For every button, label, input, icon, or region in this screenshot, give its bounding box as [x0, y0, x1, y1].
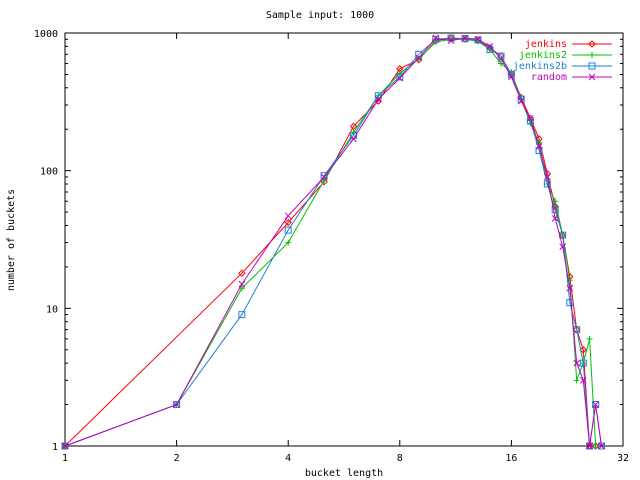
data-point: [498, 60, 505, 67]
data-point: [320, 172, 328, 180]
data-point: [374, 95, 382, 103]
data-point: [447, 37, 455, 44]
legend-label: jenkins2b: [513, 61, 567, 72]
data-point: [350, 135, 357, 143]
data-point: [586, 442, 593, 450]
data-point: [573, 377, 580, 384]
data-point: [551, 215, 559, 222]
data-point: [592, 443, 599, 449]
data-point: [559, 243, 567, 251]
x-tick-label: 16: [505, 453, 517, 464]
data-point: [396, 73, 404, 81]
x-axis-label: bucket length: [305, 468, 383, 479]
data-point: [588, 62, 596, 70]
data-point: [284, 226, 292, 234]
legend-label: jenkins2: [519, 50, 567, 61]
data-point: [543, 180, 551, 188]
data-point: [517, 95, 525, 103]
y-tick-label: 10: [46, 304, 58, 315]
data-point: [238, 280, 246, 288]
data-point: [415, 55, 422, 62]
data-point: [461, 34, 469, 42]
data-point: [589, 52, 595, 58]
y-tick-label: 100: [40, 167, 58, 178]
data-point: [579, 376, 587, 384]
x-tick-label: 2: [174, 453, 180, 464]
legend-label: jenkins: [525, 39, 567, 50]
data-point: [535, 143, 543, 150]
x-axis: 1 2 4 8 16 32: [62, 33, 629, 464]
data-point: [432, 35, 440, 43]
data-point: [551, 206, 559, 214]
data-point: [320, 173, 328, 181]
data-point: [238, 269, 246, 277]
series-line: [64, 37, 596, 447]
data-point: [173, 401, 180, 408]
data-point: [474, 36, 482, 44]
data-point: [543, 173, 551, 181]
data-point: [552, 198, 559, 205]
data-point: [508, 73, 515, 81]
data-point: [474, 35, 482, 43]
data-point: [396, 74, 404, 82]
data-point: [396, 70, 403, 77]
series-line: [64, 37, 602, 447]
data-point: [566, 299, 574, 307]
data-point: [285, 239, 292, 246]
data-point: [284, 212, 292, 220]
data-point: [238, 311, 246, 319]
data-point: [517, 97, 525, 105]
data-point: [374, 97, 383, 105]
y-axis-label: number of buckets: [6, 189, 17, 291]
data-point: [284, 218, 292, 227]
data-point: [586, 335, 593, 342]
data-point: [588, 40, 596, 48]
y-tick-label: 1: [52, 442, 58, 453]
chart-title: Sample input: 1000: [266, 10, 374, 21]
series-line: [64, 38, 597, 447]
series-random: [61, 34, 605, 450]
data-point: [61, 442, 69, 450]
data-point: [588, 73, 596, 81]
x-tick-label: 1: [62, 453, 68, 464]
data-point: [173, 401, 181, 409]
x-tick-label: 4: [285, 453, 291, 464]
plot-border: [64, 32, 624, 447]
data-point: [598, 442, 605, 450]
x-tick-label: 8: [397, 453, 403, 464]
y-tick-label: 1000: [34, 29, 58, 40]
data-point: [61, 442, 69, 450]
data-point: [486, 42, 494, 50]
series-layer: [61, 34, 606, 450]
data-point: [579, 359, 587, 367]
data-point: [592, 401, 599, 408]
x-tick-label: 32: [617, 453, 629, 464]
data-point: [573, 359, 581, 367]
data-point: [527, 114, 534, 122]
data-point: [579, 346, 587, 354]
series-line: [64, 37, 602, 447]
data-point: [415, 54, 423, 62]
data-point: [497, 55, 505, 63]
legend-label: random: [531, 72, 567, 83]
data-point: [432, 34, 440, 42]
data-point: [566, 284, 574, 292]
